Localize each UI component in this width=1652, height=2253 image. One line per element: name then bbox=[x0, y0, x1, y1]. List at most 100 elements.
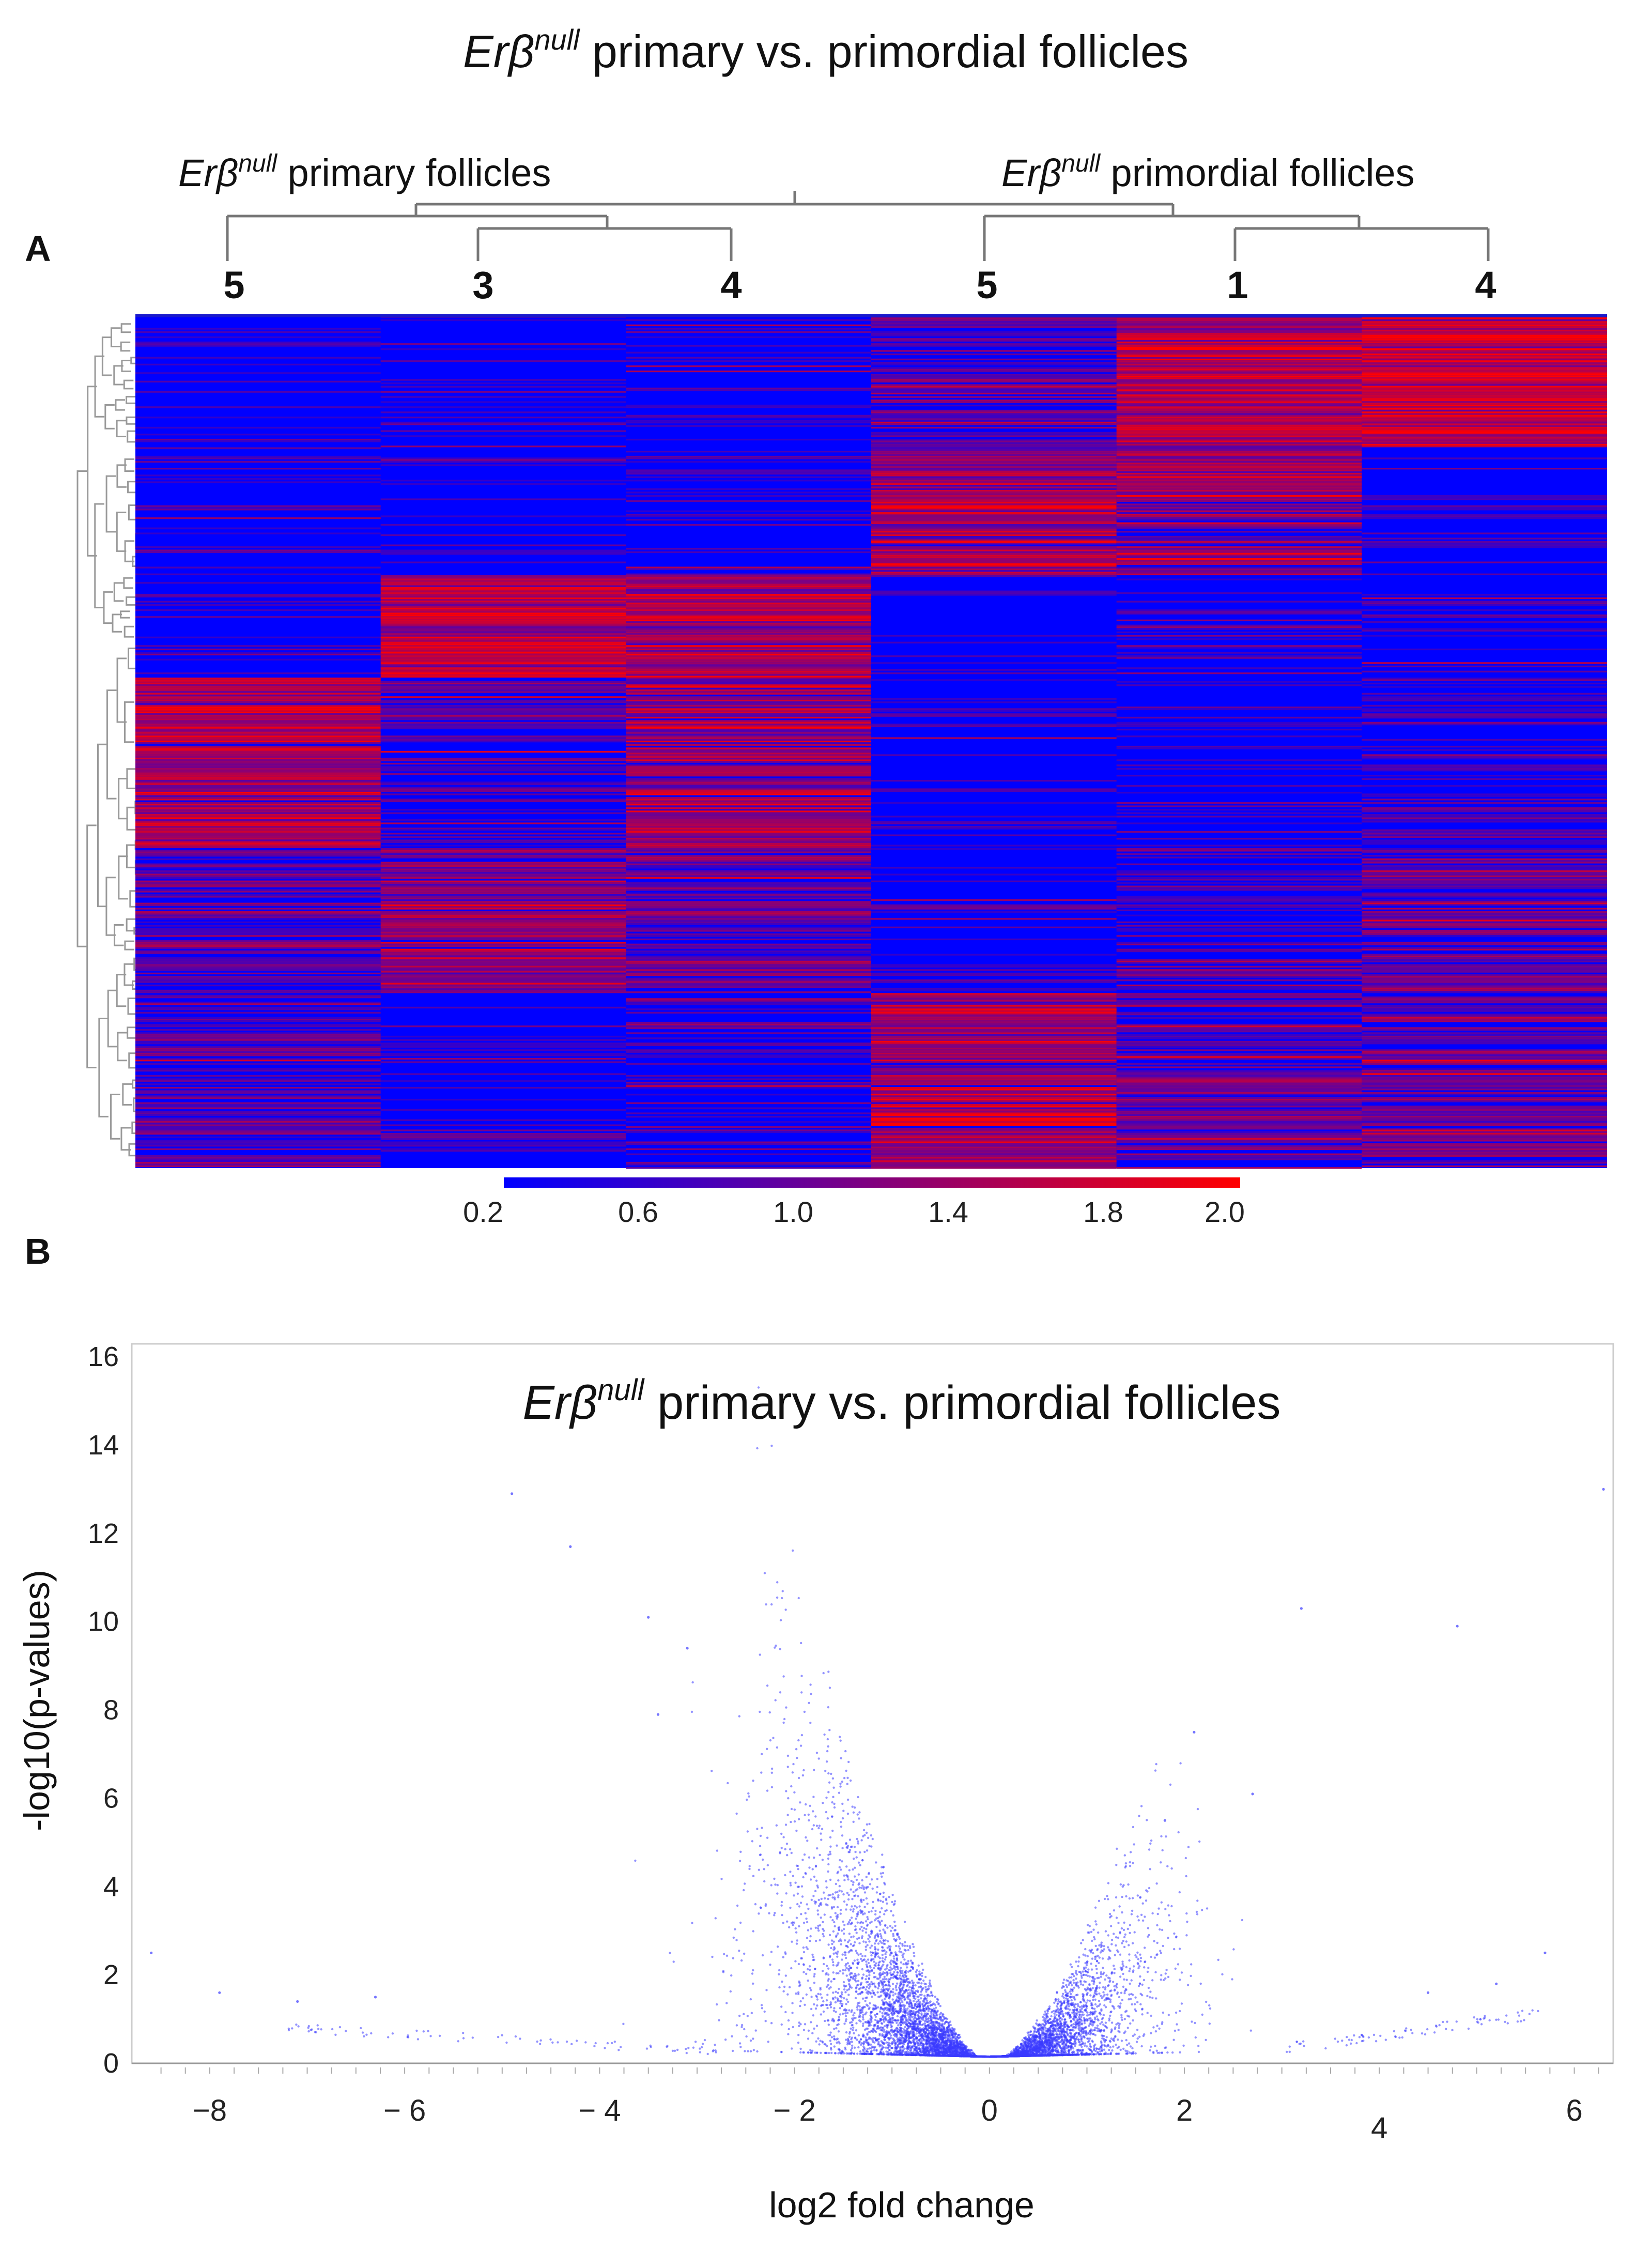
heatmap-cell bbox=[1116, 652, 1362, 654]
heatmap-cell bbox=[380, 638, 626, 640]
volcano-point bbox=[1066, 1986, 1069, 1988]
heatmap-cell bbox=[135, 1020, 381, 1022]
heatmap-cell bbox=[626, 753, 872, 755]
volcano-point bbox=[894, 2007, 897, 2011]
heatmap-cell bbox=[135, 858, 381, 860]
colorbar-tick: 1.8 bbox=[1083, 1196, 1123, 1228]
volcano-point bbox=[921, 1974, 923, 1978]
heatmap-cell bbox=[135, 1114, 381, 1116]
heatmap-cell bbox=[1116, 434, 1362, 436]
heatmap-cell bbox=[1362, 955, 1608, 958]
heatmap-cell bbox=[1116, 1155, 1362, 1157]
heatmap-cell bbox=[1362, 749, 1608, 751]
heatmap-cell bbox=[871, 509, 1117, 511]
heatmap-cell bbox=[871, 520, 1117, 523]
heatmap-cell bbox=[135, 741, 381, 743]
heatmap-cell bbox=[1362, 648, 1608, 651]
heatmap-cell bbox=[135, 703, 381, 705]
volcano-point bbox=[1085, 2001, 1088, 2004]
heatmap-cell bbox=[626, 921, 872, 924]
heatmap-cell bbox=[1116, 317, 1362, 319]
heatmap-cell bbox=[135, 817, 381, 819]
heatmap-cell bbox=[626, 1167, 872, 1169]
heatmap-cell bbox=[135, 911, 381, 913]
heatmap-cell bbox=[380, 850, 626, 852]
heatmap-cell bbox=[1116, 1066, 1362, 1068]
heatmap-cell bbox=[626, 904, 872, 907]
heatmap-cell bbox=[1116, 759, 1362, 761]
volcano-point bbox=[884, 2039, 887, 2042]
heatmap-cell bbox=[135, 1143, 381, 1145]
heatmap-cell bbox=[1362, 532, 1608, 534]
heatmap-cell bbox=[626, 902, 872, 905]
heatmap-cell bbox=[135, 822, 381, 824]
heatmap-cell bbox=[626, 641, 872, 643]
heatmap-cell bbox=[871, 1060, 1117, 1062]
volcano-point bbox=[851, 1972, 853, 1975]
volcano-point bbox=[856, 1952, 858, 1955]
volcano-point bbox=[865, 1963, 868, 1966]
heatmap-cell bbox=[1116, 389, 1362, 391]
volcano-point bbox=[901, 1954, 904, 1957]
heatmap-cell bbox=[1116, 438, 1362, 441]
heatmap-cell bbox=[1362, 415, 1608, 417]
heatmap-cell bbox=[626, 657, 872, 659]
heatmap-cell bbox=[135, 945, 381, 947]
heatmap-cell bbox=[135, 788, 381, 790]
heatmap-cell bbox=[871, 345, 1117, 347]
heatmap-cell bbox=[871, 486, 1117, 488]
heatmap-cell bbox=[1116, 451, 1362, 453]
volcano-point bbox=[862, 2041, 866, 2043]
heatmap-cell bbox=[1362, 392, 1608, 395]
volcano-point bbox=[813, 2027, 815, 2030]
heatmap-cell bbox=[380, 1119, 626, 1121]
volcano-point bbox=[920, 1997, 922, 2000]
heatmap-cell bbox=[135, 943, 381, 945]
volcano-point bbox=[909, 1947, 912, 1949]
heatmap-cell bbox=[1362, 745, 1608, 748]
heatmap-cell bbox=[1116, 403, 1362, 405]
row-dendrogram-branch bbox=[127, 998, 138, 1015]
heatmap-cell bbox=[380, 1073, 626, 1075]
heatmap-cell bbox=[626, 480, 872, 482]
heatmap-cell bbox=[1362, 401, 1608, 403]
heatmap-cell bbox=[1362, 1054, 1608, 1056]
heatmap-cell bbox=[626, 998, 872, 1000]
volcano-point bbox=[790, 1807, 793, 1811]
volcano-point bbox=[880, 1937, 883, 1940]
heatmap-cell bbox=[1116, 792, 1362, 794]
heatmap-cell bbox=[1116, 889, 1362, 891]
heatmap-cell bbox=[1362, 758, 1608, 760]
heatmap-cell bbox=[135, 1133, 381, 1135]
volcano-point bbox=[906, 1996, 908, 1999]
volcano-point bbox=[873, 1919, 876, 1922]
volcano-point bbox=[1120, 2014, 1123, 2016]
heatmap-cell bbox=[135, 645, 381, 647]
volcano-point bbox=[899, 2032, 902, 2034]
heatmap-cell bbox=[626, 1129, 872, 1131]
volcano-point bbox=[829, 1845, 832, 1848]
heatmap-cell bbox=[1362, 925, 1608, 927]
heatmap-cell bbox=[626, 451, 872, 453]
heatmap-cell bbox=[626, 1143, 872, 1145]
heatmap-cell bbox=[1362, 497, 1608, 499]
heatmap-cell bbox=[135, 713, 381, 715]
heatmap-cell bbox=[1362, 1085, 1608, 1087]
volcano-point bbox=[1174, 1967, 1177, 1970]
heatmap-cell bbox=[380, 1133, 626, 1135]
heatmap-cell bbox=[1362, 799, 1608, 801]
heatmap-cell bbox=[135, 812, 381, 814]
row-dendrogram-branch bbox=[126, 918, 136, 932]
volcano-point bbox=[1115, 1864, 1118, 1866]
volcano-point bbox=[807, 1907, 810, 1910]
row-dendrogram-branch bbox=[123, 577, 133, 589]
heatmap-cell bbox=[871, 561, 1117, 563]
heatmap-cell bbox=[380, 965, 626, 968]
heatmap-cell bbox=[1362, 1114, 1608, 1116]
heatmap-cell bbox=[135, 753, 381, 755]
heatmap-cell bbox=[1362, 1135, 1608, 1137]
heatmap-cell bbox=[1362, 997, 1608, 999]
volcano-point bbox=[828, 1781, 831, 1784]
heatmap-cell bbox=[135, 517, 381, 519]
row-dendrogram-branch bbox=[119, 610, 130, 619]
